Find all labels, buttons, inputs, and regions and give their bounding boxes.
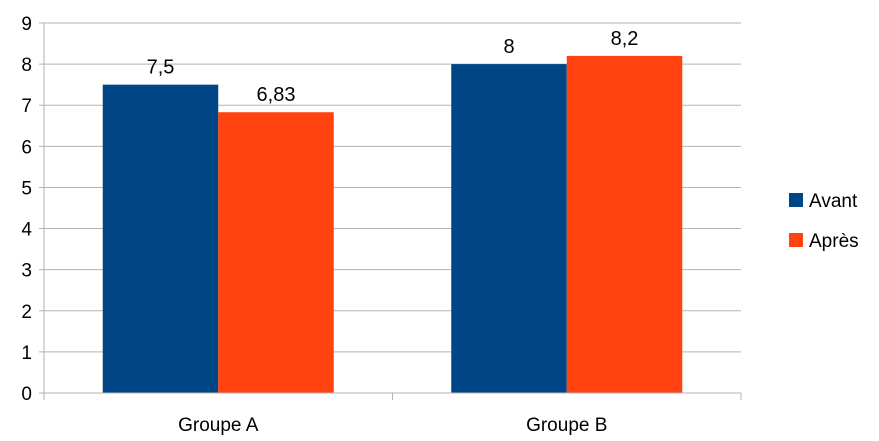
y-tick-label: 8 xyxy=(21,55,32,76)
y-tick-label: 6 xyxy=(21,137,32,158)
y-tick-label: 5 xyxy=(21,178,32,199)
data-label: 7,5 xyxy=(147,57,175,79)
y-tick-label: 1 xyxy=(21,343,32,364)
legend-swatch xyxy=(789,193,803,207)
legend-label: Après xyxy=(809,231,859,252)
data-label: 6,83 xyxy=(257,84,296,106)
y-tick-label: 7 xyxy=(21,96,32,117)
bars xyxy=(102,55,683,394)
x-tick-labels: Groupe A Groupe B xyxy=(178,415,607,436)
y-tick-label: 4 xyxy=(21,220,32,241)
data-label: 8 xyxy=(503,36,514,58)
legend-swatch xyxy=(789,233,803,247)
data-label: 8,2 xyxy=(611,28,639,50)
y-tick-label: 2 xyxy=(21,302,32,323)
data-labels: 7,5 6,83 8 8,2 xyxy=(147,28,639,106)
x-tick-label: Groupe B xyxy=(526,415,607,436)
bar-avant-0 xyxy=(102,84,219,394)
y-tick-label: 0 xyxy=(21,384,32,405)
y-tick-label: 3 xyxy=(21,261,32,282)
bar-apr-s-0 xyxy=(218,112,334,393)
bar-apr-s-1 xyxy=(566,55,683,394)
axes xyxy=(39,22,742,400)
bar-avant-1 xyxy=(451,64,567,393)
legend: Avant Après xyxy=(789,191,859,252)
y-tick-label: 9 xyxy=(21,14,32,35)
legend-label: Avant xyxy=(809,191,858,212)
y-tick-labels: 0 1 2 3 4 5 6 7 8 9 xyxy=(21,14,32,405)
x-tick-label: Groupe A xyxy=(178,415,259,436)
